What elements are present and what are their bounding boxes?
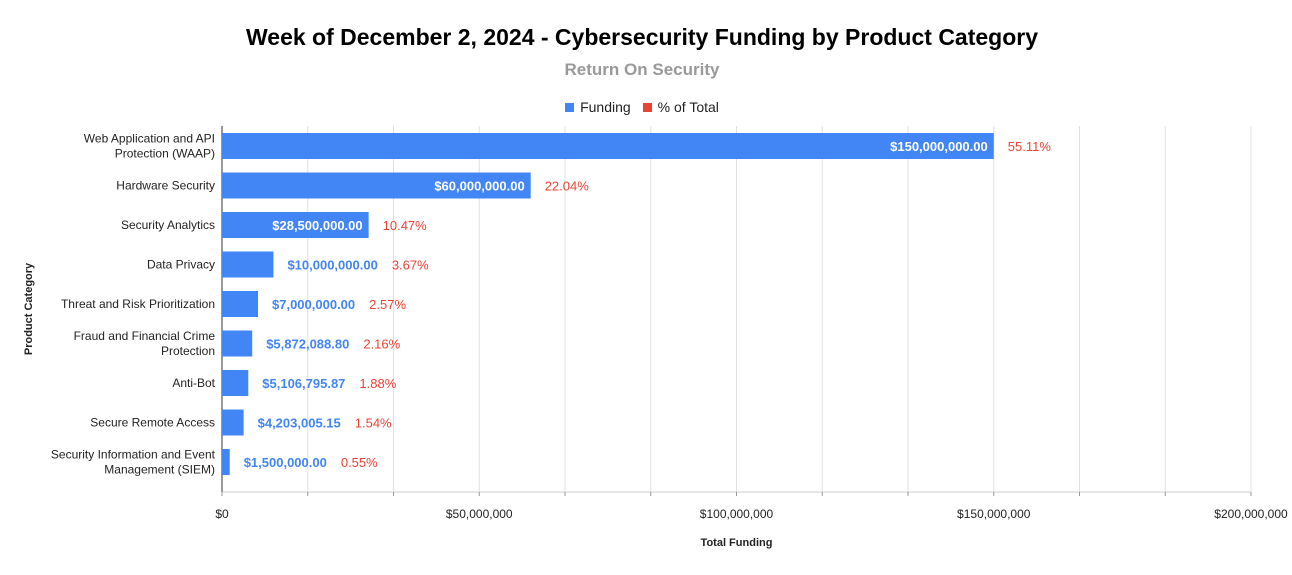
- funding-bar: [222, 212, 369, 238]
- funding-value-label: $5,106,795.87: [262, 376, 345, 391]
- percent-label: 10.47%: [383, 218, 428, 233]
- funding-value-label: $28,500,000.00: [272, 218, 362, 233]
- funding-bar: [222, 251, 274, 278]
- y-axis-title: Product Category: [23, 262, 35, 355]
- percent-label: 0.55%: [341, 455, 378, 470]
- percent-label: 22.04%: [545, 179, 590, 194]
- funding-value-label: $150,000,000.00: [890, 139, 988, 154]
- funding-bar: [222, 449, 230, 475]
- category-label: Web Application and API: [84, 132, 215, 146]
- percent-label: 55.11%: [1008, 139, 1052, 154]
- funding-bar: [222, 409, 244, 436]
- legend-swatch-funding: [565, 102, 575, 112]
- chart-legend: Funding % of Total: [0, 99, 1284, 115]
- legend-item-percent: % of Total: [642, 99, 719, 115]
- category-label: Fraud and Financial Crime: [74, 329, 216, 343]
- funding-bar: [222, 291, 259, 317]
- chart-subtitle: Return On Security: [564, 60, 720, 79]
- category-label: Security Analytics: [121, 218, 215, 232]
- category-label: Data Privacy: [147, 258, 215, 272]
- legend-item-funding: Funding: [565, 99, 631, 115]
- category-label: Threat and Risk Prioritization: [61, 297, 215, 311]
- funding-value-label: $4,203,005.15: [258, 416, 341, 431]
- category-label: Secure Remote Access: [90, 416, 215, 430]
- percent-label: 1.54%: [355, 416, 392, 431]
- percent-label: 2.16%: [363, 337, 400, 352]
- funding-value-label: $5,872,088.80: [266, 337, 349, 352]
- legend-label-funding: Funding: [580, 99, 631, 115]
- category-label: Hardware Security: [116, 179, 215, 193]
- x-tick-label: $200,000,000: [1214, 507, 1288, 521]
- category-label: Security Information and Event: [51, 448, 216, 462]
- funding-bar: [222, 133, 994, 159]
- category-label: Protection: [161, 344, 215, 358]
- funding-bar: [222, 370, 249, 396]
- x-tick-label: $0: [215, 507, 229, 521]
- x-tick-label: $50,000,000: [446, 507, 513, 521]
- legend-swatch-percent: [642, 102, 652, 112]
- funding-value-label: $7,000,000.00: [272, 297, 355, 312]
- category-label: Protection (WAAP): [115, 147, 215, 161]
- funding-value-label: $1,500,000.00: [244, 455, 327, 470]
- category-label: Management (SIEM): [104, 463, 215, 477]
- x-tick-label: $150,000,000: [957, 507, 1031, 521]
- funding-bar: [222, 172, 531, 199]
- funding-value-label: $10,000,000.00: [287, 258, 377, 273]
- funding-bar: [222, 330, 253, 357]
- legend-label-percent: % of Total: [657, 99, 719, 115]
- x-axis-title: Total Funding: [701, 537, 773, 549]
- funding-value-label: $60,000,000.00: [434, 179, 524, 194]
- percent-label: 3.67%: [392, 258, 429, 273]
- percent-label: 2.57%: [369, 297, 406, 312]
- x-tick-label: $100,000,000: [700, 507, 774, 521]
- chart-title: Week of December 2, 2024 - Cybersecurity…: [245, 24, 1039, 50]
- category-label: Anti-Bot: [172, 376, 215, 390]
- percent-label: 1.88%: [359, 376, 396, 391]
